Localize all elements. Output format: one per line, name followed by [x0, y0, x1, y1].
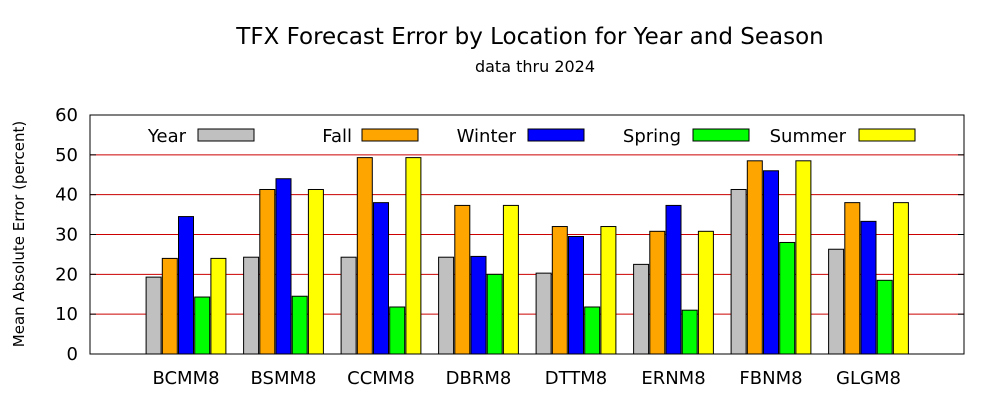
- bar-winter-bcmm8: [178, 216, 194, 355]
- chart-title: TFX Forecast Error by Location for Year …: [235, 24, 823, 50]
- bar-year-bsmm8: [243, 256, 260, 355]
- y-tick-label: 30: [55, 225, 78, 246]
- legend: Year Fall Winter Spring Summer: [147, 126, 916, 147]
- bar-spring-bsmm8: [291, 295, 308, 355]
- x-tick-label: BCMM8: [152, 368, 219, 389]
- legend-label: Spring: [623, 126, 681, 147]
- bar-winter-bsmm8: [275, 178, 292, 355]
- x-tick-label: ERNM8: [641, 368, 705, 389]
- legend-item-spring: Spring: [623, 126, 750, 147]
- y-axis-label: Mean Absolute Error (percent): [10, 121, 28, 347]
- legend-swatch: [692, 128, 750, 142]
- bar-summer-dttm8: [600, 226, 617, 355]
- legend-label: Winter: [457, 126, 517, 147]
- bar-year-fbnm8: [730, 188, 747, 355]
- bar-fall-dttm8: [551, 226, 568, 355]
- bar-summer-fbnm8: [795, 160, 812, 355]
- bar-fall-bsmm8: [259, 188, 276, 355]
- legend-swatch: [361, 128, 419, 142]
- bar-winter-fbnm8: [763, 170, 779, 355]
- bar-summer-glgm8: [892, 202, 909, 355]
- bar-winter-dttm8: [568, 235, 584, 355]
- x-tick-label: DBRM8: [446, 368, 512, 389]
- chart-subtitle: data thru 2024: [475, 57, 595, 76]
- y-tick-label: 40: [55, 185, 78, 206]
- y-tick-label: 10: [55, 304, 78, 325]
- bar-winter-ccmm8: [373, 202, 389, 355]
- bar-year-ccmm8: [340, 256, 357, 355]
- x-tick-label: DTTM8: [545, 368, 608, 389]
- legend-swatch: [197, 128, 255, 142]
- bar-year-glgm8: [828, 248, 845, 355]
- bar-year-dbrm8: [438, 256, 455, 355]
- bar-summer-bsmm8: [307, 188, 324, 355]
- bar-fall-bcmm8: [161, 257, 178, 355]
- bar-spring-dbrm8: [486, 273, 503, 355]
- legend-item-winter: Winter: [457, 126, 585, 147]
- bar-spring-glgm8: [876, 279, 893, 355]
- bar-fall-ernm8: [649, 230, 666, 355]
- legend-item-summer: Summer: [770, 126, 916, 147]
- y-tick-label: 0: [67, 344, 78, 365]
- x-tick-label: FBNM8: [739, 368, 802, 389]
- bar-summer-bcmm8: [210, 257, 227, 355]
- bar-spring-ccmm8: [389, 306, 406, 355]
- y-tick-label: 20: [55, 264, 78, 285]
- bar-spring-bcmm8: [194, 296, 211, 355]
- bar-spring-fbnm8: [779, 241, 796, 355]
- legend-label: Year: [147, 126, 187, 147]
- bar-winter-ernm8: [665, 204, 682, 355]
- bar-summer-dbrm8: [502, 204, 519, 355]
- legend-swatch: [858, 128, 916, 142]
- y-tick-label: 50: [55, 145, 78, 166]
- legend-label: Fall: [322, 126, 352, 147]
- bar-summer-ccmm8: [405, 157, 422, 355]
- bar-winter-dbrm8: [470, 255, 487, 355]
- bar-fall-fbnm8: [746, 160, 763, 355]
- bar-spring-dttm8: [584, 306, 601, 355]
- bar-fall-glgm8: [844, 202, 861, 355]
- y-tick-label: 60: [55, 105, 78, 126]
- grid-layer: [90, 154, 964, 315]
- legend-item-fall: Fall: [322, 126, 419, 147]
- axes-layer: 0 10 20 30 40 50 60 BCMM8 BSMM8 CCMM8 DBRM8 DTTM8 ER…: [55, 105, 965, 389]
- bar-fall-ccmm8: [356, 157, 373, 355]
- plot-frame: [89, 114, 965, 355]
- x-tick-label: BSMM8: [251, 368, 317, 389]
- bars-layer: [145, 157, 909, 355]
- bar-summer-ernm8: [697, 230, 714, 355]
- bar-year-ernm8: [633, 263, 650, 355]
- legend-swatch: [527, 128, 585, 142]
- legend-label: Summer: [770, 126, 847, 147]
- bar-fall-dbrm8: [454, 204, 471, 355]
- bar-year-bcmm8: [145, 276, 162, 355]
- bar-year-dttm8: [535, 272, 552, 355]
- bar-winter-glgm8: [860, 220, 877, 355]
- x-tick-label: CCMM8: [347, 368, 415, 389]
- legend-item-year: Year: [147, 126, 255, 147]
- bar-spring-ernm8: [681, 309, 698, 355]
- x-tick-label: GLGM8: [836, 368, 901, 389]
